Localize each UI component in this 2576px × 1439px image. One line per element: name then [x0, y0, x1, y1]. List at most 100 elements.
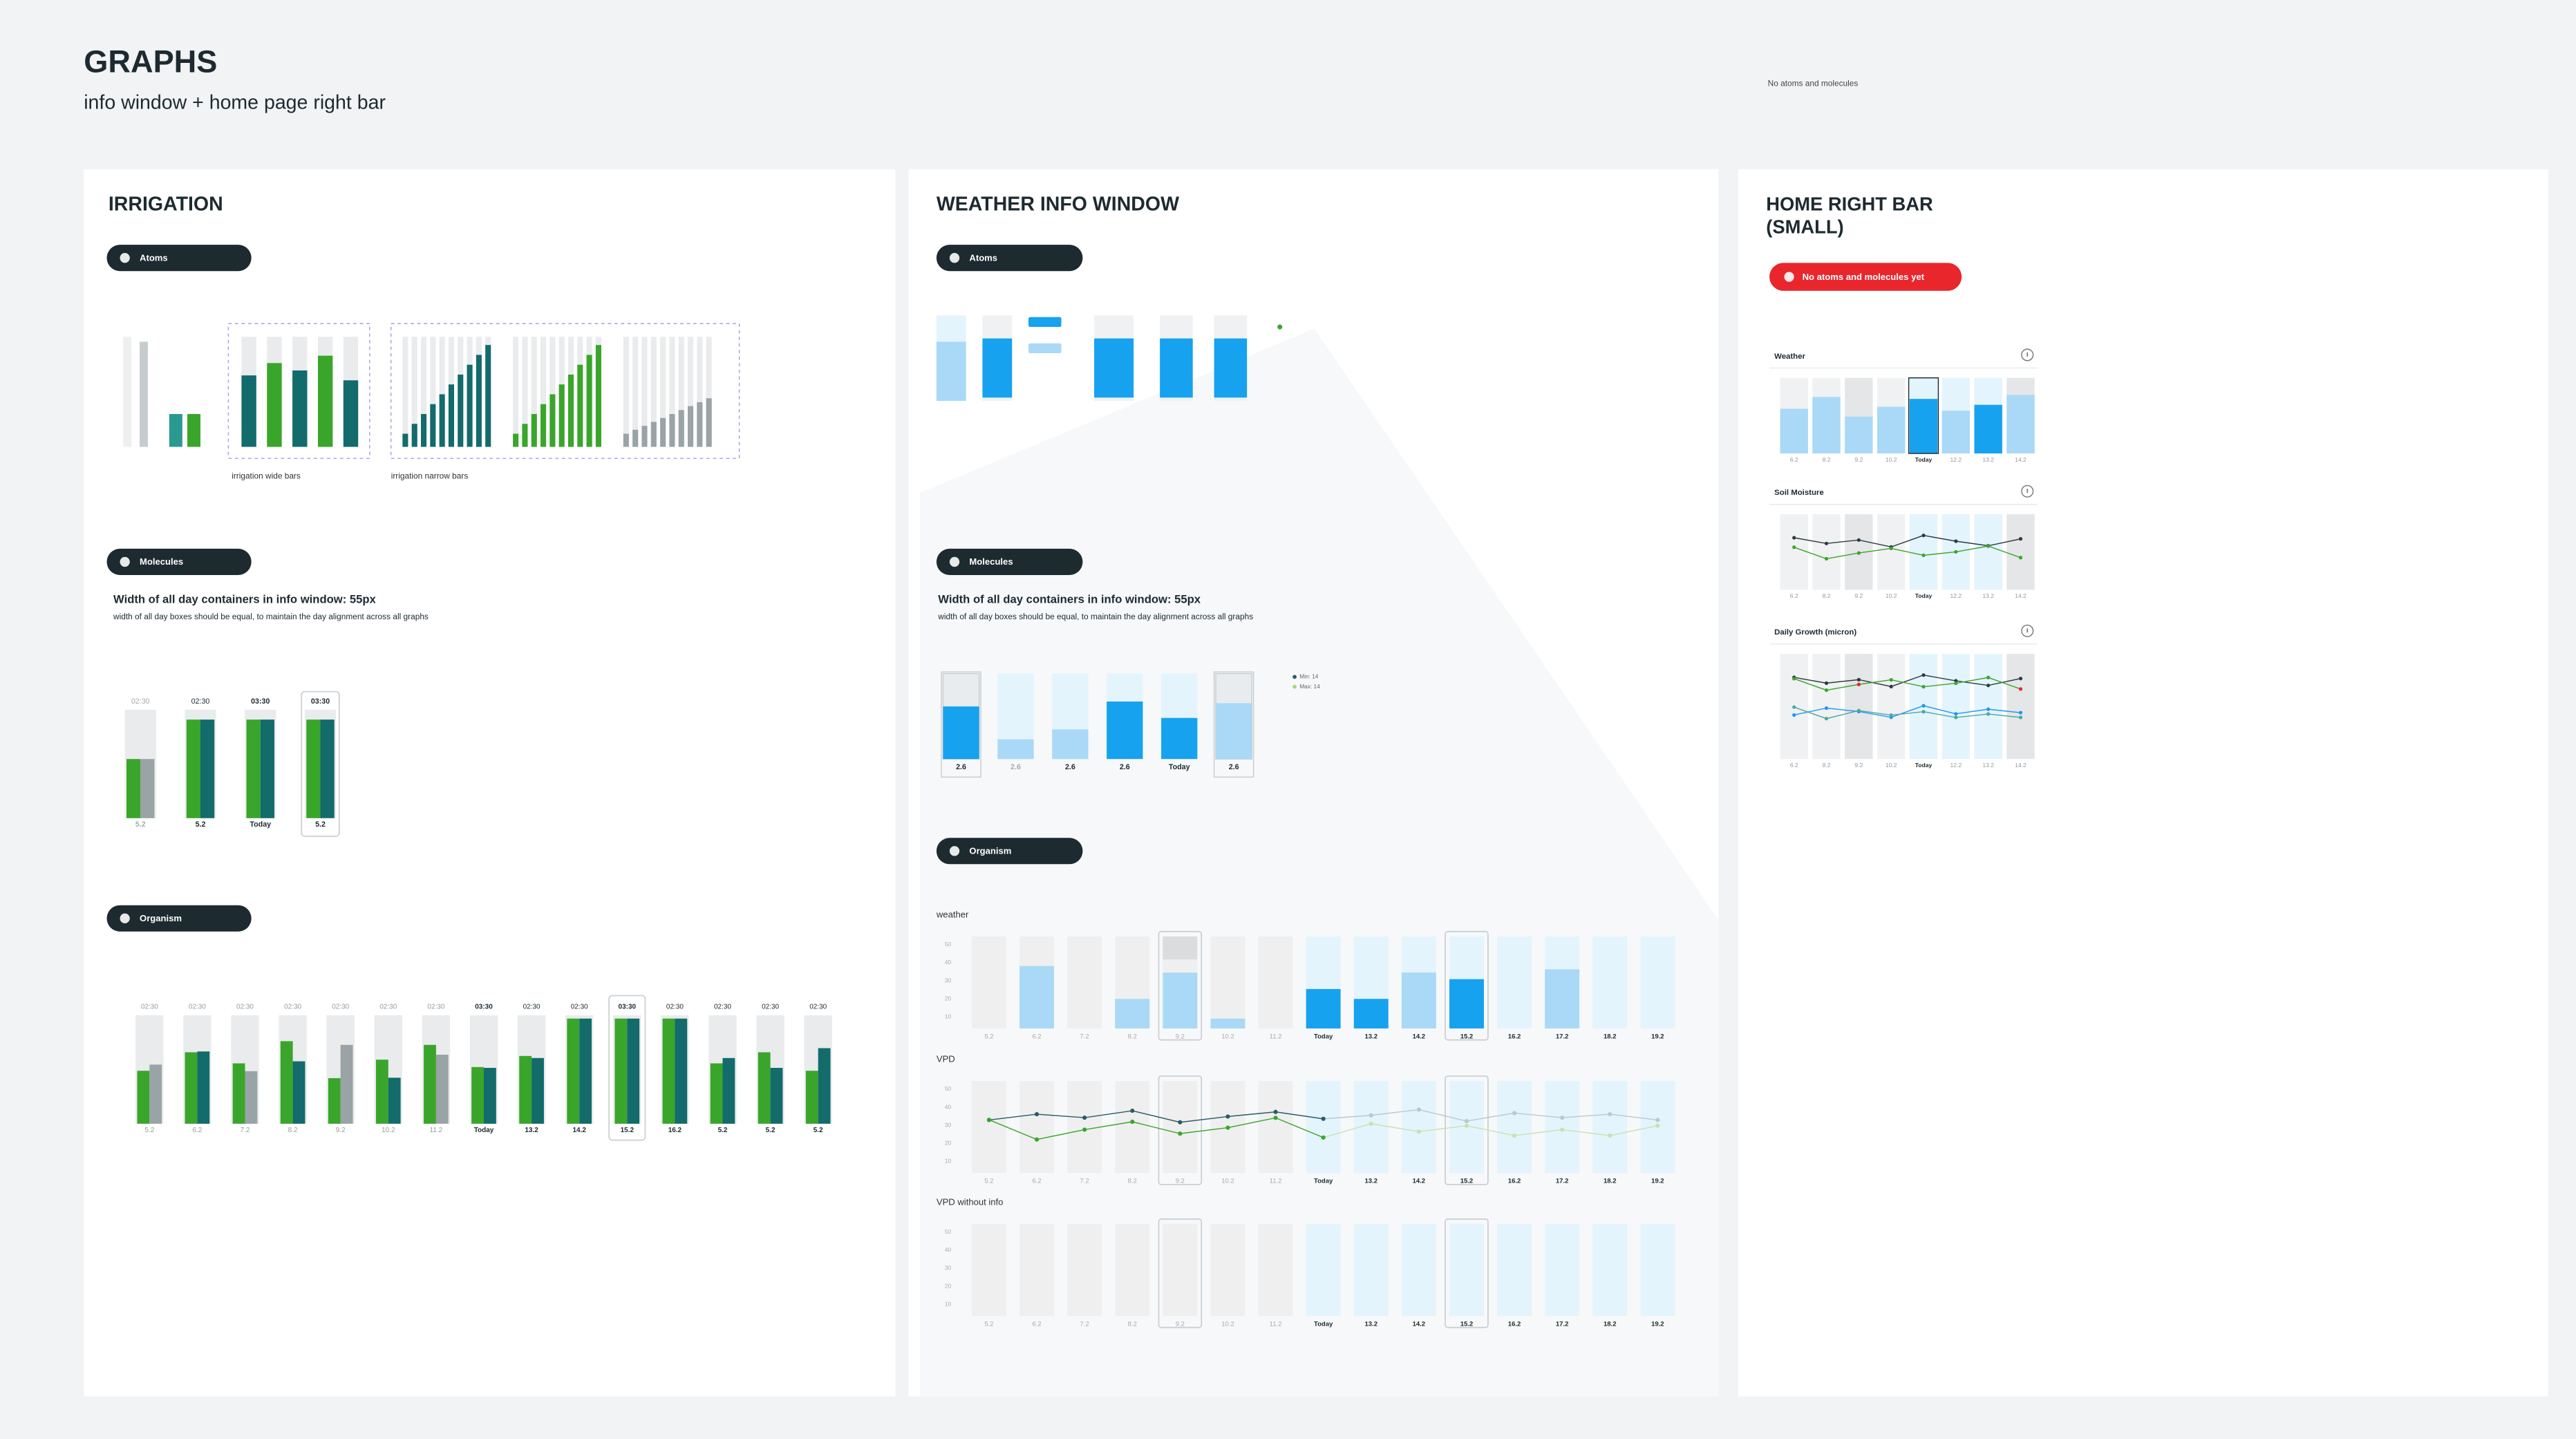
- narrow-bar-bg: [522, 337, 528, 447]
- trend-dot: [1921, 704, 1926, 708]
- vpd-dot: [1034, 1111, 1040, 1117]
- y-tick-label: 30: [945, 1121, 952, 1128]
- vpd-dot: [1512, 1133, 1517, 1138]
- vpd-dot: [1321, 1135, 1326, 1140]
- day-label: 6.2: [1790, 456, 1798, 463]
- time-label: 02:30: [131, 697, 150, 706]
- narrow-bar-bg: [513, 337, 519, 447]
- narrow-bar-bg: [669, 337, 675, 447]
- narrow-bar: [623, 433, 629, 447]
- day-label: 6.2: [1790, 592, 1798, 599]
- badge-label: Molecules: [969, 556, 1013, 567]
- vpd-dot: [1416, 1129, 1421, 1134]
- narrow-bar-bg: [531, 337, 537, 447]
- day-bar: [292, 1061, 305, 1124]
- vpd-line: [988, 1117, 1324, 1140]
- day-label: 11.2: [1270, 1178, 1282, 1185]
- day-bg: [1877, 654, 1906, 760]
- trend-dot: [1921, 553, 1926, 558]
- day-label: 17.2: [1556, 1178, 1569, 1185]
- day-label: 13.2: [1364, 1033, 1378, 1040]
- vpd-dot: [1130, 1119, 1135, 1125]
- day-bar: [1974, 404, 2002, 454]
- trend-dot: [1921, 673, 1926, 677]
- narrow-bar: [411, 424, 417, 447]
- day-bar: [1353, 999, 1389, 1029]
- day-bar: [126, 759, 141, 818]
- trend-dot: [1856, 708, 1861, 713]
- badge-icon: [949, 556, 960, 567]
- day-bar: [328, 1078, 341, 1124]
- day-bg: [1812, 514, 1841, 590]
- trend-dot: [1986, 544, 1991, 548]
- day-label: 15.2: [621, 1127, 634, 1134]
- day-label: 7.2: [1080, 1033, 1089, 1040]
- day-cap: [1163, 936, 1198, 960]
- vpd-dot: [1655, 1123, 1660, 1128]
- trend-line: [1794, 677, 2021, 691]
- badge-icon: [120, 556, 130, 567]
- day-bar: [1161, 717, 1198, 760]
- day-bar: [1210, 1018, 1245, 1029]
- time-label: 03:30: [619, 1004, 637, 1011]
- day-bar: [320, 720, 335, 818]
- day-bar: [484, 1068, 496, 1124]
- vpd-dot: [1369, 1113, 1373, 1118]
- day-label: 15.2: [1460, 1320, 1474, 1328]
- chart-label: VPD without info: [937, 1196, 1004, 1207]
- trend-dot: [1792, 705, 1796, 709]
- trend-dot: [1954, 715, 1958, 720]
- time-label: 02:30: [762, 1004, 779, 1011]
- section-title: IRRIGATION: [109, 194, 223, 216]
- day-label: 6.2: [1032, 1320, 1041, 1328]
- narrow-bar: [641, 426, 648, 447]
- trend-dot: [1986, 712, 1991, 716]
- wide-bar: [267, 363, 282, 447]
- badge-icon: [1784, 272, 1794, 282]
- molecule-text-box: width of all day boxes should be equal, …: [113, 612, 429, 623]
- day-label: 6.2: [192, 1127, 202, 1134]
- section-title: HOME RIGHT BAR (SMALL): [1766, 195, 1933, 239]
- day-bg: [1163, 1223, 1198, 1316]
- day-label: 19.2: [1651, 1033, 1664, 1040]
- day-label: 9.2: [1854, 762, 1863, 769]
- trend-dot: [2018, 537, 2023, 541]
- day-label: 14.2: [572, 1127, 586, 1134]
- day-label: Today: [250, 820, 271, 829]
- day-bar: [185, 1052, 198, 1124]
- day-bar: [675, 1018, 688, 1124]
- y-tick-label: 50: [945, 941, 952, 948]
- time-label: 02:30: [189, 1004, 206, 1011]
- narrow-bar-bg: [641, 337, 648, 447]
- day-bar: [260, 720, 274, 818]
- badge: [936, 548, 1083, 575]
- day-bar: [1401, 972, 1436, 1029]
- narrow-bar: [467, 364, 473, 447]
- day-label: 10.2: [1886, 762, 1897, 769]
- day-label: 5.2: [135, 820, 146, 829]
- vpd-dot: [1034, 1137, 1040, 1142]
- day-bg: [2006, 514, 2035, 590]
- day-bar: [1163, 972, 1198, 1029]
- trend-line: [1794, 534, 2021, 548]
- atom-bar: [140, 341, 148, 447]
- vpd-dot: [1321, 1116, 1326, 1121]
- molecule-text: width of all day boxes should be equal, …: [113, 612, 429, 623]
- trend-dot: [1792, 677, 1796, 681]
- day-label: Today: [1915, 592, 1933, 599]
- day-bar: [1845, 416, 1873, 454]
- narrow-bar: [567, 374, 574, 447]
- day-label: 14.2: [1413, 1178, 1425, 1185]
- molecule-heading: Width of all day containers in info wind…: [938, 594, 1201, 607]
- day-label: 16.2: [668, 1127, 682, 1134]
- narrow-bar-bg: [549, 337, 556, 447]
- day-label: 18.2: [1604, 1033, 1617, 1040]
- narrow-bar: [586, 355, 592, 447]
- day-label: 8.2: [1823, 762, 1831, 769]
- day-bg: [1877, 514, 1906, 590]
- trend-dot: [1954, 539, 1958, 543]
- trend-dot: [2018, 556, 2023, 560]
- day-bar: [1115, 999, 1150, 1029]
- day-bar: [1942, 411, 1971, 454]
